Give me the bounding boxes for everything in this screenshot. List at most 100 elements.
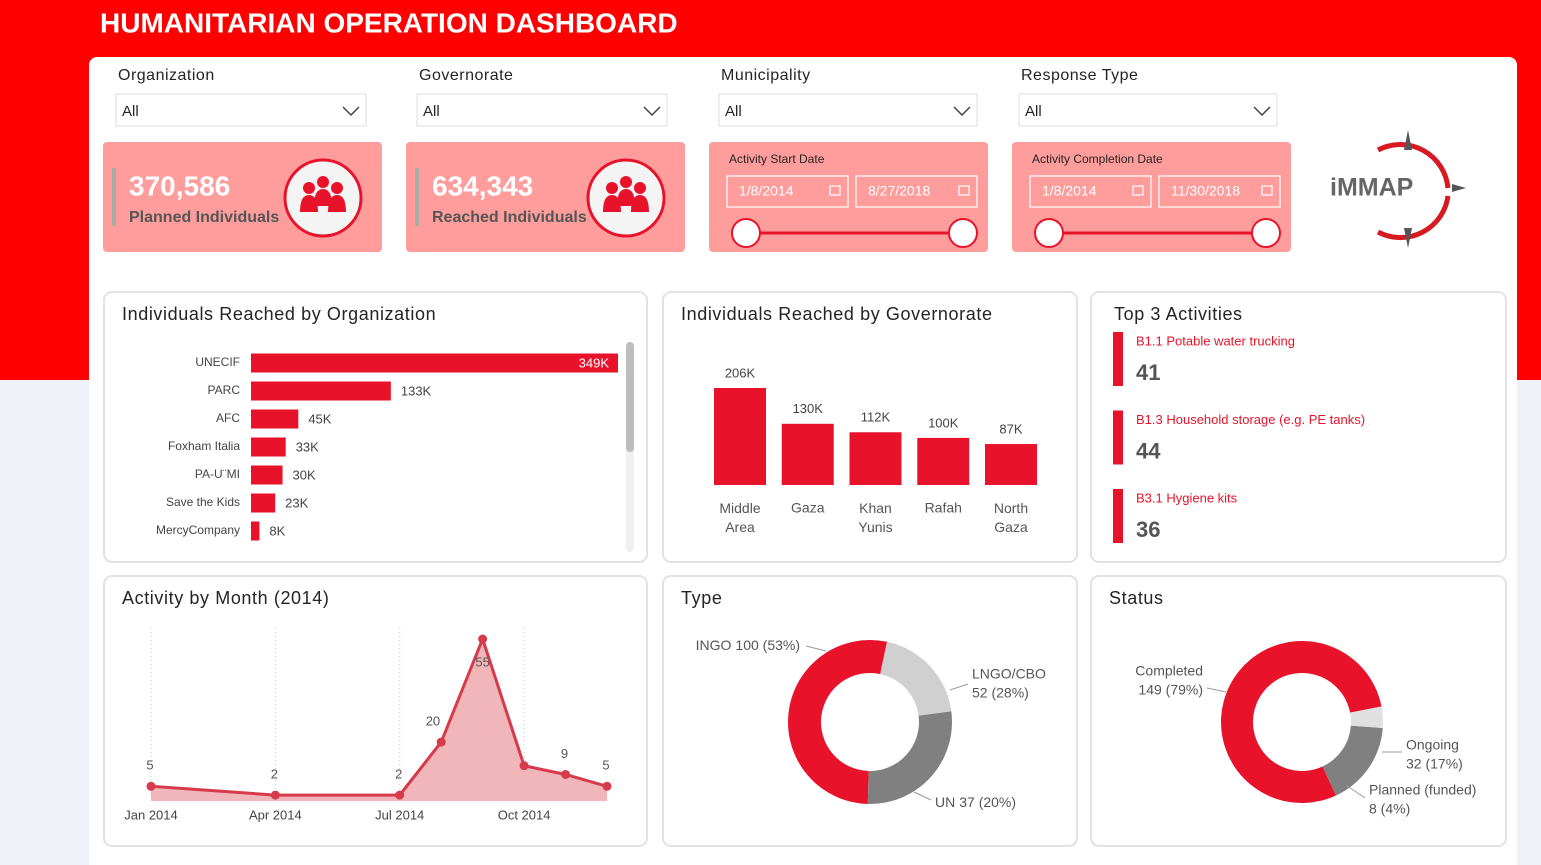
date-input[interactable] [1029, 175, 1152, 208]
dropdown-value: All [423, 103, 440, 120]
leader-line [913, 791, 932, 801]
person-head [331, 182, 343, 194]
panel [1090, 291, 1507, 563]
slice-value: 100 (53%) [735, 637, 800, 653]
date-input[interactable] [1158, 175, 1281, 208]
point [478, 634, 488, 644]
value-label: 87K [999, 421, 1022, 436]
calendar-icon [1261, 185, 1273, 196]
date-value: 11/30/2018 [1171, 183, 1240, 199]
chevron [643, 106, 661, 117]
calendar-icon [958, 185, 970, 196]
category-label: Gaza [791, 500, 825, 516]
activity-count: 36 [1136, 517, 1160, 542]
slice-value: 52 (28%) [972, 685, 1029, 701]
logo-arc [1376, 142, 1451, 189]
slice-value: 32 (17%) [1406, 756, 1463, 772]
kpi-icon [603, 176, 649, 212]
line [150, 634, 608, 797]
category-label: MercyCompany [156, 523, 240, 537]
slice-category: INGO [696, 637, 732, 653]
point [436, 737, 446, 747]
value-label: 30K [293, 467, 316, 482]
bar [849, 432, 902, 485]
point [519, 761, 529, 771]
panel [662, 575, 1078, 847]
value-label: 45K [308, 411, 331, 426]
value-label: 133K [401, 383, 432, 398]
person-body [617, 189, 635, 206]
category-label: PARC [208, 383, 241, 397]
kpi-value: 634,343 [432, 170, 533, 201]
value-label: 55 [475, 654, 489, 669]
slice-category: LNGO/CBO [972, 666, 1046, 682]
slice [1322, 725, 1383, 796]
dropdown[interactable] [1018, 93, 1278, 127]
category-label: Save the Kids [166, 495, 240, 509]
date-input[interactable] [726, 175, 849, 208]
logo-arc [1376, 195, 1451, 241]
point [270, 790, 280, 800]
date-value: 8/27/2018 [868, 183, 930, 199]
dropdown[interactable] [718, 93, 978, 127]
slice [788, 640, 888, 804]
category-label: Rafah [925, 500, 962, 516]
slider-handle[interactable] [948, 218, 978, 248]
value-label: 130K [793, 401, 824, 416]
slider-handle[interactable] [1034, 218, 1064, 248]
value-label: 33K [296, 439, 319, 454]
dropdown[interactable] [416, 93, 668, 127]
dropdown-value: All [725, 103, 742, 120]
panel [1090, 575, 1507, 847]
bar [251, 381, 391, 401]
slider-handle[interactable] [731, 218, 761, 248]
panel-title: Type [681, 588, 722, 608]
slider-handle[interactable] [1251, 218, 1281, 248]
dropdown-value: All [1025, 103, 1042, 120]
logo-spike [1404, 130, 1466, 248]
kpi-icon [300, 176, 346, 212]
slice-value: 149 (79%) [1138, 682, 1203, 698]
value-label: 23K [285, 495, 308, 510]
bar [985, 444, 1037, 485]
dropdown-value: All [122, 103, 139, 120]
chevron [953, 106, 971, 117]
slice-category: Ongoing [1406, 737, 1459, 753]
value-label: 8K [269, 523, 285, 538]
bar [251, 493, 276, 513]
filter-label: Response Type [1021, 67, 1138, 84]
value-label: 5 [146, 758, 153, 773]
person-body [603, 195, 621, 212]
value-label: 206K [725, 365, 756, 380]
person-body [300, 195, 318, 212]
panel-title: Individuals Reached by Organization [122, 304, 436, 324]
slice [867, 711, 952, 804]
person-body [314, 189, 332, 206]
kpi-accent [415, 168, 419, 226]
activity-accent [1113, 410, 1123, 465]
slice-category: UN [935, 794, 955, 810]
activity-name: B1.1 Potable water trucking [1136, 333, 1295, 348]
date-input[interactable] [855, 175, 978, 208]
date-label: Activity Start Date [729, 152, 825, 166]
category-label: Foxham Italia [168, 439, 240, 453]
slice-category: Planned (funded) [1369, 782, 1476, 798]
area [151, 639, 607, 801]
category-label: UNECIF [195, 355, 240, 369]
panel-title: Top 3 Activities [1114, 304, 1243, 324]
bar [251, 437, 286, 457]
filter-label: Governorate [419, 67, 513, 84]
scrollbar-thumb[interactable] [626, 342, 634, 452]
value-label: 9 [561, 746, 568, 761]
person-body [328, 195, 346, 212]
category-label: PA-U¨MI [195, 467, 240, 481]
dropdown[interactable] [115, 93, 367, 127]
slice-category: Completed [1135, 663, 1203, 679]
activity-name: B3.1 Hygiene kits [1136, 490, 1238, 505]
calendar-icon [829, 185, 841, 196]
activity-accent [1113, 332, 1123, 386]
chevron [342, 106, 360, 117]
bar [251, 465, 283, 485]
